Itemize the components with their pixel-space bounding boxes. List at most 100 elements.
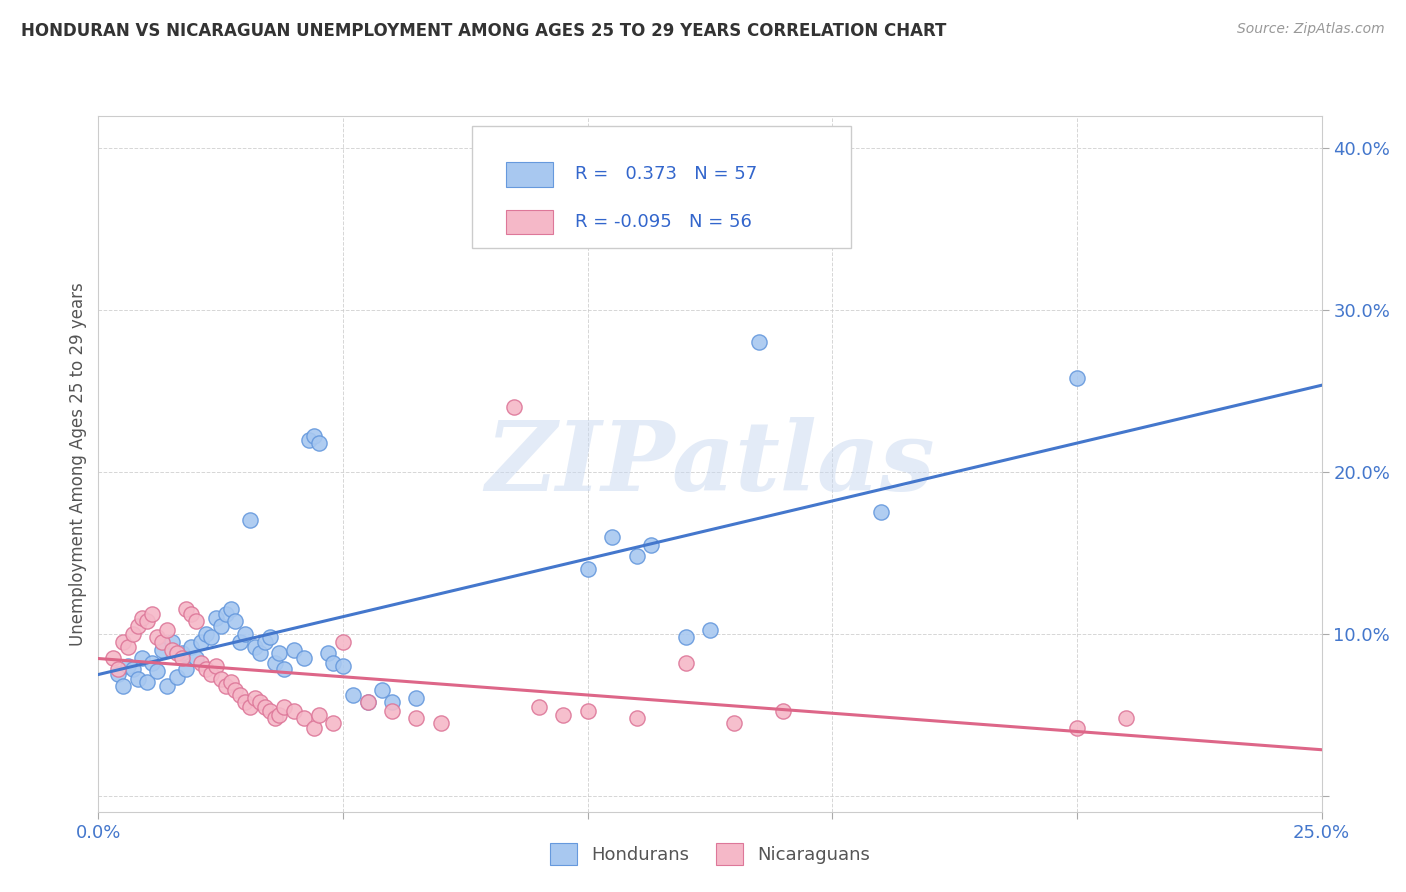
Point [302, 429, 325, 443]
Point [160, 635, 183, 649]
Point [107, 662, 129, 676]
FancyBboxPatch shape [471, 127, 851, 248]
Text: Source: ZipAtlas.com: Source: ZipAtlas.com [1237, 22, 1385, 37]
Point [146, 630, 169, 644]
Text: ZIPatlas: ZIPatlas [485, 417, 935, 511]
Point [269, 707, 291, 722]
Point [283, 643, 305, 657]
Point [214, 679, 236, 693]
Point [263, 656, 285, 670]
Point [166, 646, 188, 660]
Point [224, 683, 246, 698]
Point [430, 715, 453, 730]
Point [141, 607, 163, 622]
Point [273, 662, 295, 676]
Point [699, 624, 721, 638]
Point [117, 659, 139, 673]
Point [342, 688, 364, 702]
Point [259, 705, 281, 719]
Point [150, 635, 173, 649]
Point [371, 683, 394, 698]
Point [121, 662, 143, 676]
Point [224, 614, 246, 628]
Point [748, 335, 770, 350]
Point [259, 630, 281, 644]
Point [233, 695, 256, 709]
Point [626, 711, 648, 725]
Point [209, 618, 232, 632]
Point [229, 635, 252, 649]
Point [170, 646, 193, 660]
Point [356, 695, 378, 709]
Point [239, 513, 262, 527]
FancyBboxPatch shape [506, 162, 553, 186]
Point [870, 505, 893, 519]
FancyBboxPatch shape [506, 210, 553, 234]
Point [219, 675, 242, 690]
Point [381, 705, 404, 719]
Point [214, 607, 236, 622]
Point [772, 705, 794, 719]
Point [117, 640, 139, 654]
Point [136, 675, 159, 690]
Text: R = -0.095   N = 56: R = -0.095 N = 56 [575, 213, 752, 231]
Point [229, 688, 252, 702]
Point [107, 667, 129, 681]
Point [263, 711, 285, 725]
Point [249, 646, 271, 660]
Point [292, 651, 315, 665]
Point [576, 705, 599, 719]
Point [200, 630, 222, 644]
Point [292, 711, 315, 725]
Point [318, 646, 340, 660]
Point [1115, 711, 1137, 725]
Point [273, 699, 295, 714]
Point [176, 602, 198, 616]
Point [180, 640, 202, 654]
Point [308, 435, 330, 450]
Point [308, 707, 330, 722]
Point [640, 538, 662, 552]
Point [136, 614, 159, 628]
Point [332, 659, 354, 673]
Point [332, 635, 354, 649]
Point [176, 662, 198, 676]
Point [150, 643, 173, 657]
Point [186, 651, 208, 665]
Y-axis label: Unemployment Among Ages 25 to 29 years: Unemployment Among Ages 25 to 29 years [69, 282, 87, 646]
Point [180, 607, 202, 622]
Point [675, 630, 697, 644]
Point [131, 651, 153, 665]
Point [190, 656, 212, 670]
Point [233, 626, 256, 640]
Point [186, 614, 208, 628]
Point [1066, 371, 1088, 385]
Point [127, 618, 149, 632]
Point [127, 672, 149, 686]
Point [111, 679, 134, 693]
Point [160, 643, 183, 657]
Point [249, 695, 271, 709]
Point [219, 602, 242, 616]
Point [503, 401, 526, 415]
Point [253, 699, 276, 714]
Point [170, 651, 193, 665]
Point [253, 635, 276, 649]
Point [269, 646, 291, 660]
Point [205, 610, 228, 624]
Legend: Hondurans, Nicaraguans: Hondurans, Nicaraguans [543, 836, 877, 872]
Point [283, 705, 305, 719]
Point [1066, 721, 1088, 735]
Point [131, 610, 153, 624]
Point [239, 699, 262, 714]
Point [381, 695, 404, 709]
Point [209, 672, 232, 686]
Point [205, 659, 228, 673]
Point [723, 715, 745, 730]
Point [121, 626, 143, 640]
Point [576, 562, 599, 576]
Point [405, 711, 427, 725]
Point [146, 664, 169, 678]
Point [675, 656, 697, 670]
Point [302, 721, 325, 735]
